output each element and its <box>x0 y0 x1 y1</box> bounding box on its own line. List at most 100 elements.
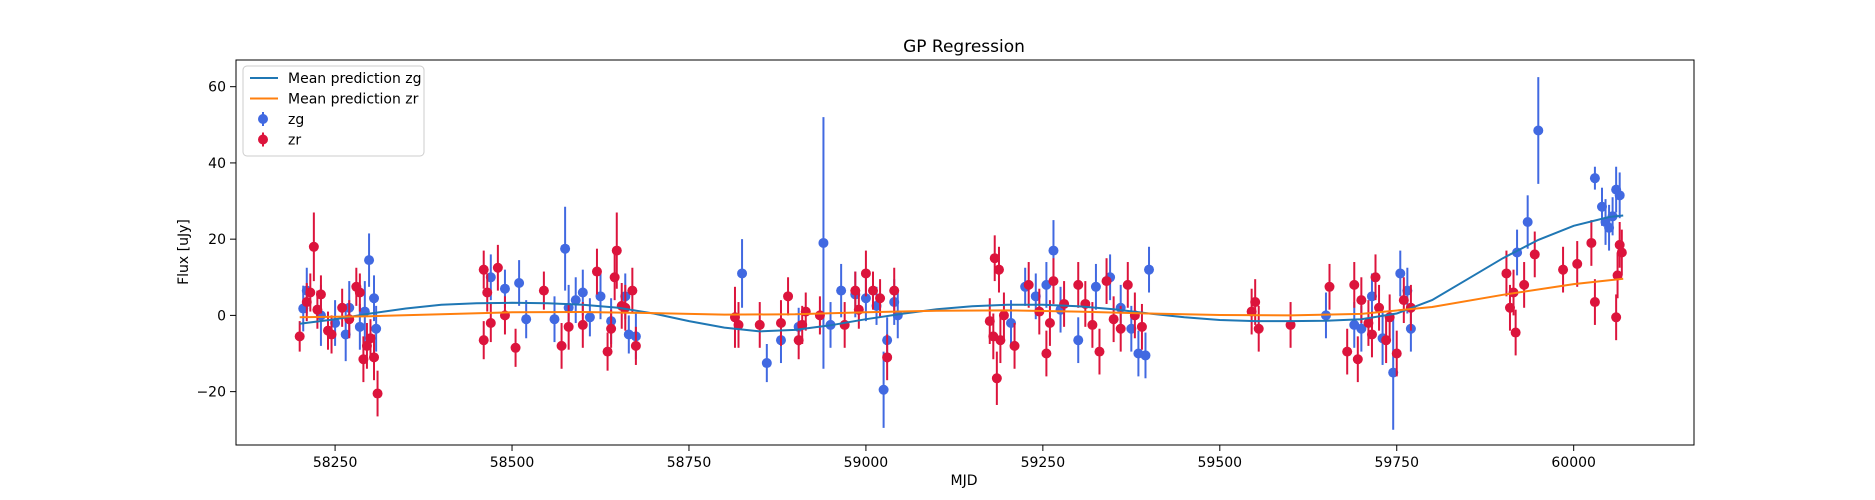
y-axis-ticks: −20 0 20 40 60 <box>196 80 236 401</box>
data-point <box>1041 348 1052 359</box>
data-point <box>538 285 549 296</box>
data-point <box>482 287 493 298</box>
legend-label: Mean prediction zg <box>288 71 422 87</box>
x-tick-label: 59250 <box>1021 455 1066 471</box>
series-zr <box>294 212 1627 417</box>
data-point <box>369 352 380 363</box>
data-point <box>1115 323 1126 334</box>
data-point <box>850 285 861 296</box>
data-point <box>294 331 305 342</box>
y-tick-label: 60 <box>208 80 226 96</box>
legend-label: zr <box>288 133 301 149</box>
data-point <box>1604 222 1615 233</box>
data-point <box>1094 346 1105 357</box>
data-point <box>1504 302 1515 313</box>
data-point <box>1616 247 1627 258</box>
x-tick-label: 58750 <box>667 455 712 471</box>
data-point <box>630 340 641 351</box>
plot-area <box>294 77 1627 430</box>
y-tick-label: 20 <box>208 232 226 248</box>
data-point <box>485 318 496 329</box>
data-point <box>354 287 365 298</box>
data-point <box>860 268 871 279</box>
data-point <box>1501 268 1512 279</box>
legend: Mean prediction zg Mean prediction zr zg zr <box>242 65 425 157</box>
data-point <box>1572 258 1583 269</box>
data-point <box>478 335 489 346</box>
legend-swatch-marker <box>258 114 268 124</box>
data-point <box>775 318 786 329</box>
data-point <box>627 285 638 296</box>
data-point <box>995 335 1006 346</box>
data-point <box>1044 318 1055 329</box>
data-point <box>1250 297 1261 308</box>
data-point <box>1090 281 1101 292</box>
data-point <box>1611 312 1622 323</box>
data-point <box>797 319 808 330</box>
data-point <box>595 291 606 302</box>
data-point <box>591 266 602 277</box>
data-point <box>371 323 382 334</box>
data-point <box>1586 237 1597 248</box>
y-tick-label: 40 <box>208 156 226 172</box>
data-point <box>492 262 503 273</box>
mean-line-zg <box>299 214 1624 333</box>
data-point <box>1370 272 1381 283</box>
data-point <box>878 384 889 395</box>
data-point <box>584 312 595 323</box>
data-point <box>1048 245 1059 256</box>
data-point <box>1589 173 1600 184</box>
data-point <box>1122 279 1133 290</box>
data-point <box>577 319 588 330</box>
data-point <box>609 272 620 283</box>
data-point <box>1391 348 1402 359</box>
legend-swatch-marker <box>258 134 268 145</box>
data-point <box>860 293 871 304</box>
data-point <box>560 243 571 254</box>
mean-line-zr <box>299 277 1624 319</box>
legend-box <box>242 65 425 157</box>
data-point <box>1612 270 1623 281</box>
data-point <box>563 321 574 332</box>
data-point <box>1073 279 1084 290</box>
data-point <box>1023 279 1034 290</box>
data-point <box>1324 281 1335 292</box>
data-point <box>1246 306 1257 317</box>
data-point <box>1366 291 1377 302</box>
data-point <box>818 237 829 248</box>
data-point <box>984 316 995 327</box>
data-point <box>510 342 521 353</box>
data-point <box>733 319 744 330</box>
data-point <box>1529 249 1540 260</box>
data-point <box>577 287 588 298</box>
data-point <box>1253 323 1264 334</box>
data-point <box>1073 335 1084 346</box>
data-point <box>989 253 1000 264</box>
data-point <box>1558 264 1569 275</box>
data-point <box>1510 327 1521 338</box>
data-point <box>326 329 337 340</box>
data-point <box>514 277 525 288</box>
series-zg <box>298 77 1625 430</box>
data-point <box>814 310 825 321</box>
x-tick-label: 60000 <box>1551 455 1596 471</box>
data-point <box>611 245 622 256</box>
data-point <box>478 264 489 275</box>
data-point <box>337 302 348 313</box>
data-point <box>372 388 383 399</box>
data-point <box>301 297 312 308</box>
data-point <box>1402 285 1413 296</box>
data-point <box>1522 217 1533 228</box>
legend-label: Mean prediction zr <box>288 92 419 108</box>
data-point <box>1349 279 1360 290</box>
data-point <box>793 335 804 346</box>
data-point <box>875 293 886 304</box>
data-point <box>305 287 316 298</box>
data-point <box>1009 340 1020 351</box>
data-point <box>1356 295 1367 306</box>
data-point <box>1589 297 1600 308</box>
x-tick-label: 59000 <box>844 455 889 471</box>
data-point <box>1398 295 1409 306</box>
data-point <box>871 300 882 311</box>
data-point <box>1059 298 1070 309</box>
